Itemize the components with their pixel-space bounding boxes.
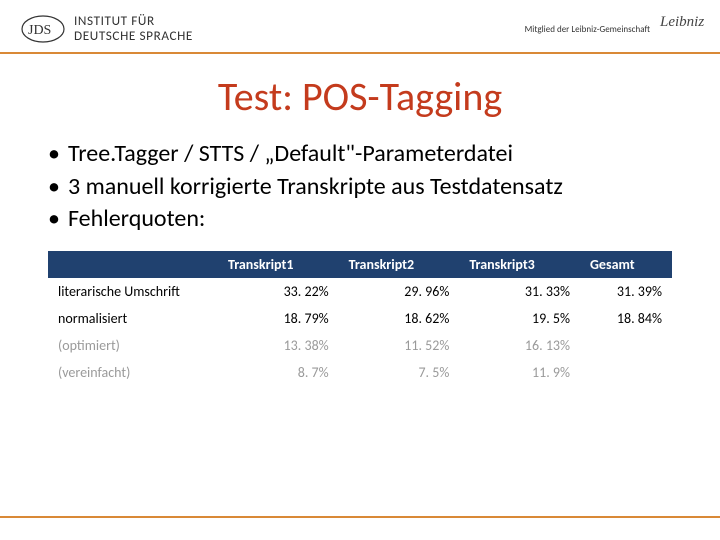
table-cell: 16. 13% <box>459 332 580 359</box>
table-row: normalisiert18. 79%18. 62%19. 5%18. 84% <box>48 305 672 332</box>
footer-rule <box>0 516 720 518</box>
table-cell: 18. 62% <box>339 305 460 332</box>
row-label: literarische Umschrift <box>48 278 218 305</box>
table-cell: 13. 38% <box>218 332 339 359</box>
institute-name: INSTITUT FÜR DEUTSCHE SPRACHE <box>74 14 193 44</box>
table-header-blank <box>48 251 218 278</box>
table-column-header: Gesamt <box>580 251 672 278</box>
bullet-item: Fehlerquoten: <box>48 204 682 235</box>
table-header-row: Transkript1Transkript2Transkript3Gesamt <box>48 251 672 278</box>
bullet-item: Tree.Tagger / STTS / „Default"-Parameter… <box>48 139 682 170</box>
institute-logo: JDS INSTITUT FÜR DEUTSCHE SPRACHE <box>20 14 193 44</box>
table-cell: 18. 84% <box>580 305 672 332</box>
institute-line2: DEUTSCHE SPRACHE <box>74 29 193 44</box>
row-label: normalisiert <box>48 305 218 332</box>
bullet-item: 3 manuell korrigierte Transkripte aus Te… <box>48 172 682 203</box>
table-cell: 33. 22% <box>218 278 339 305</box>
table-row: (optimiert)13. 38%11. 52%16. 13% <box>48 332 672 359</box>
table-column-header: Transkript1 <box>218 251 339 278</box>
table-cell: 31. 39% <box>580 278 672 305</box>
table-cell <box>580 359 672 386</box>
table-cell: 29. 96% <box>339 278 460 305</box>
error-rate-table: Transkript1Transkript2Transkript3Gesamt … <box>48 251 672 386</box>
row-label: (vereinfacht) <box>48 359 218 386</box>
table-cell: 18. 79% <box>218 305 339 332</box>
table-row: (vereinfacht)8. 7%7. 5%11. 9% <box>48 359 672 386</box>
membership-text: Mitglied der Leibniz-Gemeinschaft <box>525 24 650 35</box>
row-label: (optimiert) <box>48 332 218 359</box>
table-cell <box>580 332 672 359</box>
svg-text:JDS: JDS <box>28 23 51 38</box>
table-column-header: Transkript3 <box>459 251 580 278</box>
table-cell: 19. 5% <box>459 305 580 332</box>
table-cell: 31. 33% <box>459 278 580 305</box>
page-title: Test: POS-Tagging <box>0 72 720 121</box>
error-rate-table-wrap: Transkript1Transkript2Transkript3Gesamt … <box>48 251 672 386</box>
table-column-header: Transkript2 <box>339 251 460 278</box>
table-cell: 8. 7% <box>218 359 339 386</box>
table-cell: 11. 52% <box>339 332 460 359</box>
leibniz-logo-icon: Leibniz <box>660 14 700 40</box>
table-cell: 11. 9% <box>459 359 580 386</box>
header-right: Mitglied der Leibniz-Gemeinschaft Leibni… <box>525 16 700 42</box>
table-cell: 7. 5% <box>339 359 460 386</box>
header: JDS INSTITUT FÜR DEUTSCHE SPRACHE Mitgli… <box>0 0 720 54</box>
jds-mark-icon: JDS <box>20 14 66 44</box>
table-body: literarische Umschrift33. 22%29. 96%31. … <box>48 278 672 386</box>
bullet-list: Tree.Tagger / STTS / „Default"-Parameter… <box>48 139 682 235</box>
table-row: literarische Umschrift33. 22%29. 96%31. … <box>48 278 672 305</box>
